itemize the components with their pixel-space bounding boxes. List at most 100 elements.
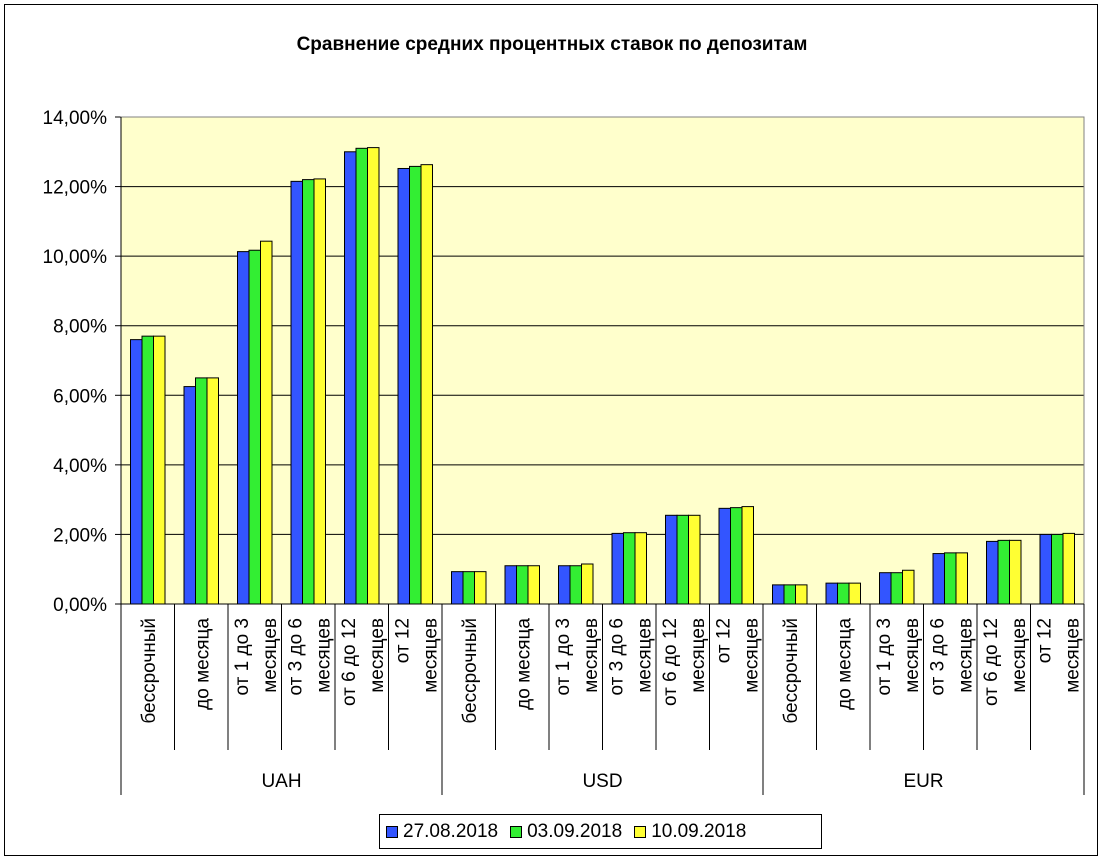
group-label: USD [582,771,622,792]
x-tick-label: месяцев [741,618,762,693]
x-tick-label: от 3 до 6 [927,618,948,695]
y-tick-label: 12,00% [43,178,108,199]
bar [183,386,196,605]
bar [153,335,166,605]
bar [462,571,475,605]
bar [825,582,838,605]
bar [206,377,219,605]
legend-swatch-3 [634,825,647,838]
bar [890,572,903,605]
bar [688,514,701,605]
x-tick-label: месяцев [260,618,281,693]
bar [902,569,915,605]
x-tick-label: месяцев [1062,618,1083,693]
bar [355,147,368,605]
x-tick-label: от 6 до 12 [660,618,681,706]
y-tick-label: 6,00% [53,386,107,407]
group-label: EUR [903,771,943,792]
bar [718,507,731,605]
y-tick-label: 10,00% [43,247,108,268]
x-tick-label: до месяца [513,618,534,710]
bar [569,565,582,605]
legend: 27.08.2018 03.09.2018 10.09.2018 [379,814,822,849]
bar [623,532,636,605]
y-tick-label: 8,00% [53,317,107,338]
bar [795,584,808,605]
bar [1051,533,1064,605]
x-tick-label: от 6 до 12 [981,618,1002,706]
bar [783,584,796,605]
x-tick-label: от 3 до 6 [285,618,306,695]
bar [879,572,892,605]
bar [313,178,326,605]
bar [420,164,433,605]
chart-title: Сравнение средних процентных ставок по д… [296,34,808,55]
x-tick-label: месяцев [1009,618,1030,693]
bar [397,167,410,605]
bar [955,552,968,605]
legend-item-3: 10.09.2018 [634,821,746,843]
bar [237,251,250,605]
bar [741,506,754,605]
bar [130,339,143,605]
x-tick-label: месяцев [955,618,976,693]
bar [527,565,540,605]
legend-swatch-2 [510,825,523,838]
bar [141,335,154,605]
bar [474,571,487,605]
bar [772,584,785,605]
group-label: UAH [261,771,301,792]
y-tick-label: 14,00% [43,108,108,129]
bar [1062,532,1075,605]
bar [1039,533,1052,605]
legend-item-1: 27.08.2018 [386,821,498,843]
x-tick-label: от 1 до 3 [553,618,574,695]
bar [504,565,517,605]
legend-swatch-1 [386,825,398,838]
x-tick-label: от 12 [713,618,734,663]
x-tick-label: месяцев [688,618,709,693]
x-tick-label: месяцев [313,618,334,693]
x-tick-label: бессрочный [139,618,160,724]
bar [195,377,208,605]
x-tick-label: от 3 до 6 [606,618,627,695]
x-tick-label: от 6 до 12 [339,618,360,706]
x-tick-label: бессрочный [781,618,802,724]
y-tick-label: 4,00% [53,456,107,477]
x-tick-label: от 1 до 3 [232,618,253,695]
legend-label-3: 10.09.2018 [651,820,747,842]
bar [986,540,999,605]
bar [581,563,594,605]
x-tick-label: от 12 [1034,618,1055,663]
y-tick-label: 2,00% [53,525,107,546]
bar [611,532,624,605]
bar [260,240,273,605]
x-tick-label: до месяца [192,618,213,710]
bar [932,553,945,605]
bar [558,565,571,605]
legend-item-2: 03.09.2018 [510,821,622,843]
x-tick-label: бессрочный [460,618,481,724]
bar [367,147,380,605]
bar [730,507,743,605]
bar [516,565,529,605]
bar [344,151,357,605]
x-tick-label: от 12 [392,618,413,663]
bar [451,571,464,605]
bar [837,582,850,605]
x-tick-label: месяцев [634,618,655,693]
bar [676,514,689,605]
x-tick-label: от 1 до 3 [874,618,895,695]
bar [290,180,303,605]
bar [997,539,1010,605]
x-tick-label: месяцев [420,618,441,693]
x-tick-label: месяцев [581,618,602,693]
bar [409,165,422,605]
bar [302,179,315,605]
bar [248,249,261,605]
x-tick-label: до месяца [834,618,855,710]
plot-area [121,117,1084,604]
bar [944,552,957,605]
legend-label-2: 03.09.2018 [527,820,623,842]
